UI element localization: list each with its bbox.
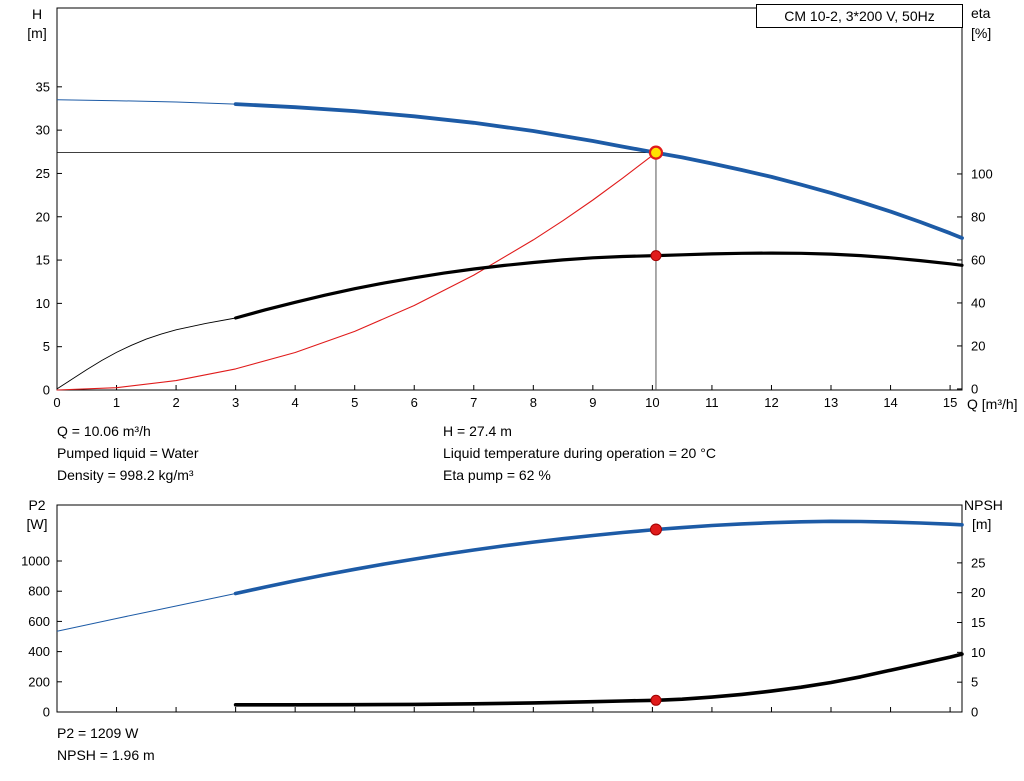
x-tick-label: 11 [705,395,719,410]
annotation-liquid: Pumped liquid = Water [57,445,199,461]
x-tick-label: 2 [172,395,179,410]
p2-axis-unit: [W] [26,516,48,532]
duty-annotations-col2: H = 27.4 m Liquid temperature during ope… [443,420,716,486]
duty-point-p2 [649,523,662,536]
y-right-tick-label: 80 [971,209,985,224]
y-right-tick-label: 0 [971,705,978,720]
annotation-density: Density = 998.2 kg/m³ [57,467,194,483]
duty-point-head [648,145,664,160]
x-tick-label: 1 [113,395,120,410]
npsh-axis-label: NPSH [964,497,1003,513]
eta-axis-label: eta [971,5,991,21]
y-right-tick-label: 60 [971,252,985,267]
npsh-curve [233,652,964,707]
duty-point-npsh [650,694,662,706]
eta-axis-unit: [%] [971,25,992,41]
x-tick-label: 14 [883,395,897,410]
efficiency-curve-thin [56,317,236,390]
y-right-tick-label: 20 [971,338,985,353]
y-left-tick-label: 30 [36,123,50,138]
x-tick-label: 8 [530,395,537,410]
x-tick-label: 6 [411,395,418,410]
head-curve [233,102,964,240]
q-axis-label: Q [m³/h] [967,396,1018,412]
x-tick-label: 9 [589,395,596,410]
duty-point-eta [650,250,662,262]
y-left-tick-label: 10 [36,296,50,311]
y-left-tick-label: 5 [43,339,50,354]
plot-border [56,504,963,713]
annotation-h: H = 27.4 m [443,423,512,439]
annotation-p2: P2 = 1209 W [57,725,139,741]
annotation-q: Q = 10.06 m³/h [57,423,151,439]
y-right-tick-label: 5 [971,675,978,690]
y-right-tick-label: 20 [971,585,985,600]
x-tick-label: 3 [232,395,239,410]
x-tick-label: 7 [470,395,477,410]
y-left-tick-label: 15 [36,253,50,268]
y-right-tick-label: 10 [971,645,985,660]
x-tick-label: 12 [764,395,778,410]
x-tick-label: 15 [943,395,957,410]
y-left-tick-label: 1000 [21,554,50,569]
y-left-tick-label: 600 [28,614,50,629]
plot-border [56,7,963,391]
y-right-tick-label: 100 [971,166,993,181]
annotation-npsh: NPSH = 1.96 m [57,747,155,763]
x-tick-label: 13 [824,395,838,410]
p2-curve-thin [56,593,236,632]
pump-title-box: CM 10-2, 3*200 V, 50Hz [756,4,963,28]
y-right-tick-label: 15 [971,615,985,630]
y-left-tick-label: 25 [36,166,50,181]
x-tick-label: 5 [351,395,358,410]
y-right-tick-label: 0 [971,381,978,396]
y-right-tick-label: 40 [971,295,985,310]
h-axis-label: H [31,6,43,22]
bottom-annotations: P2 = 1209 W NPSH = 1.96 m [57,722,155,766]
p2-axis-label: P2 [28,497,46,513]
duty-annotations-col1: Q = 10.06 m³/h Pumped liquid = Water Den… [57,420,199,486]
x-tick-label: 10 [645,395,659,410]
h-axis-unit: [m] [27,25,47,41]
y-left-tick-label: 20 [36,209,50,224]
y-left-tick-label: 35 [36,79,50,94]
y-left-tick-label: 200 [28,674,50,689]
annotation-temperature: Liquid temperature during operation = 20… [443,445,716,461]
system-curve [56,152,657,391]
y-left-tick-label: 0 [43,383,50,398]
npsh-axis-unit: [m] [972,516,992,532]
x-tick-label: 4 [292,395,299,410]
y-left-tick-label: 400 [28,644,50,659]
x-tick-label: 0 [53,395,60,410]
efficiency-curve [234,251,964,320]
y-left-tick-label: 800 [28,584,50,599]
p2-curve [233,519,964,596]
y-right-tick-label: 25 [971,555,985,570]
y-left-tick-label: 0 [43,705,50,720]
annotation-eta: Eta pump = 62 % [443,467,551,483]
head-curve-thin [56,99,236,105]
